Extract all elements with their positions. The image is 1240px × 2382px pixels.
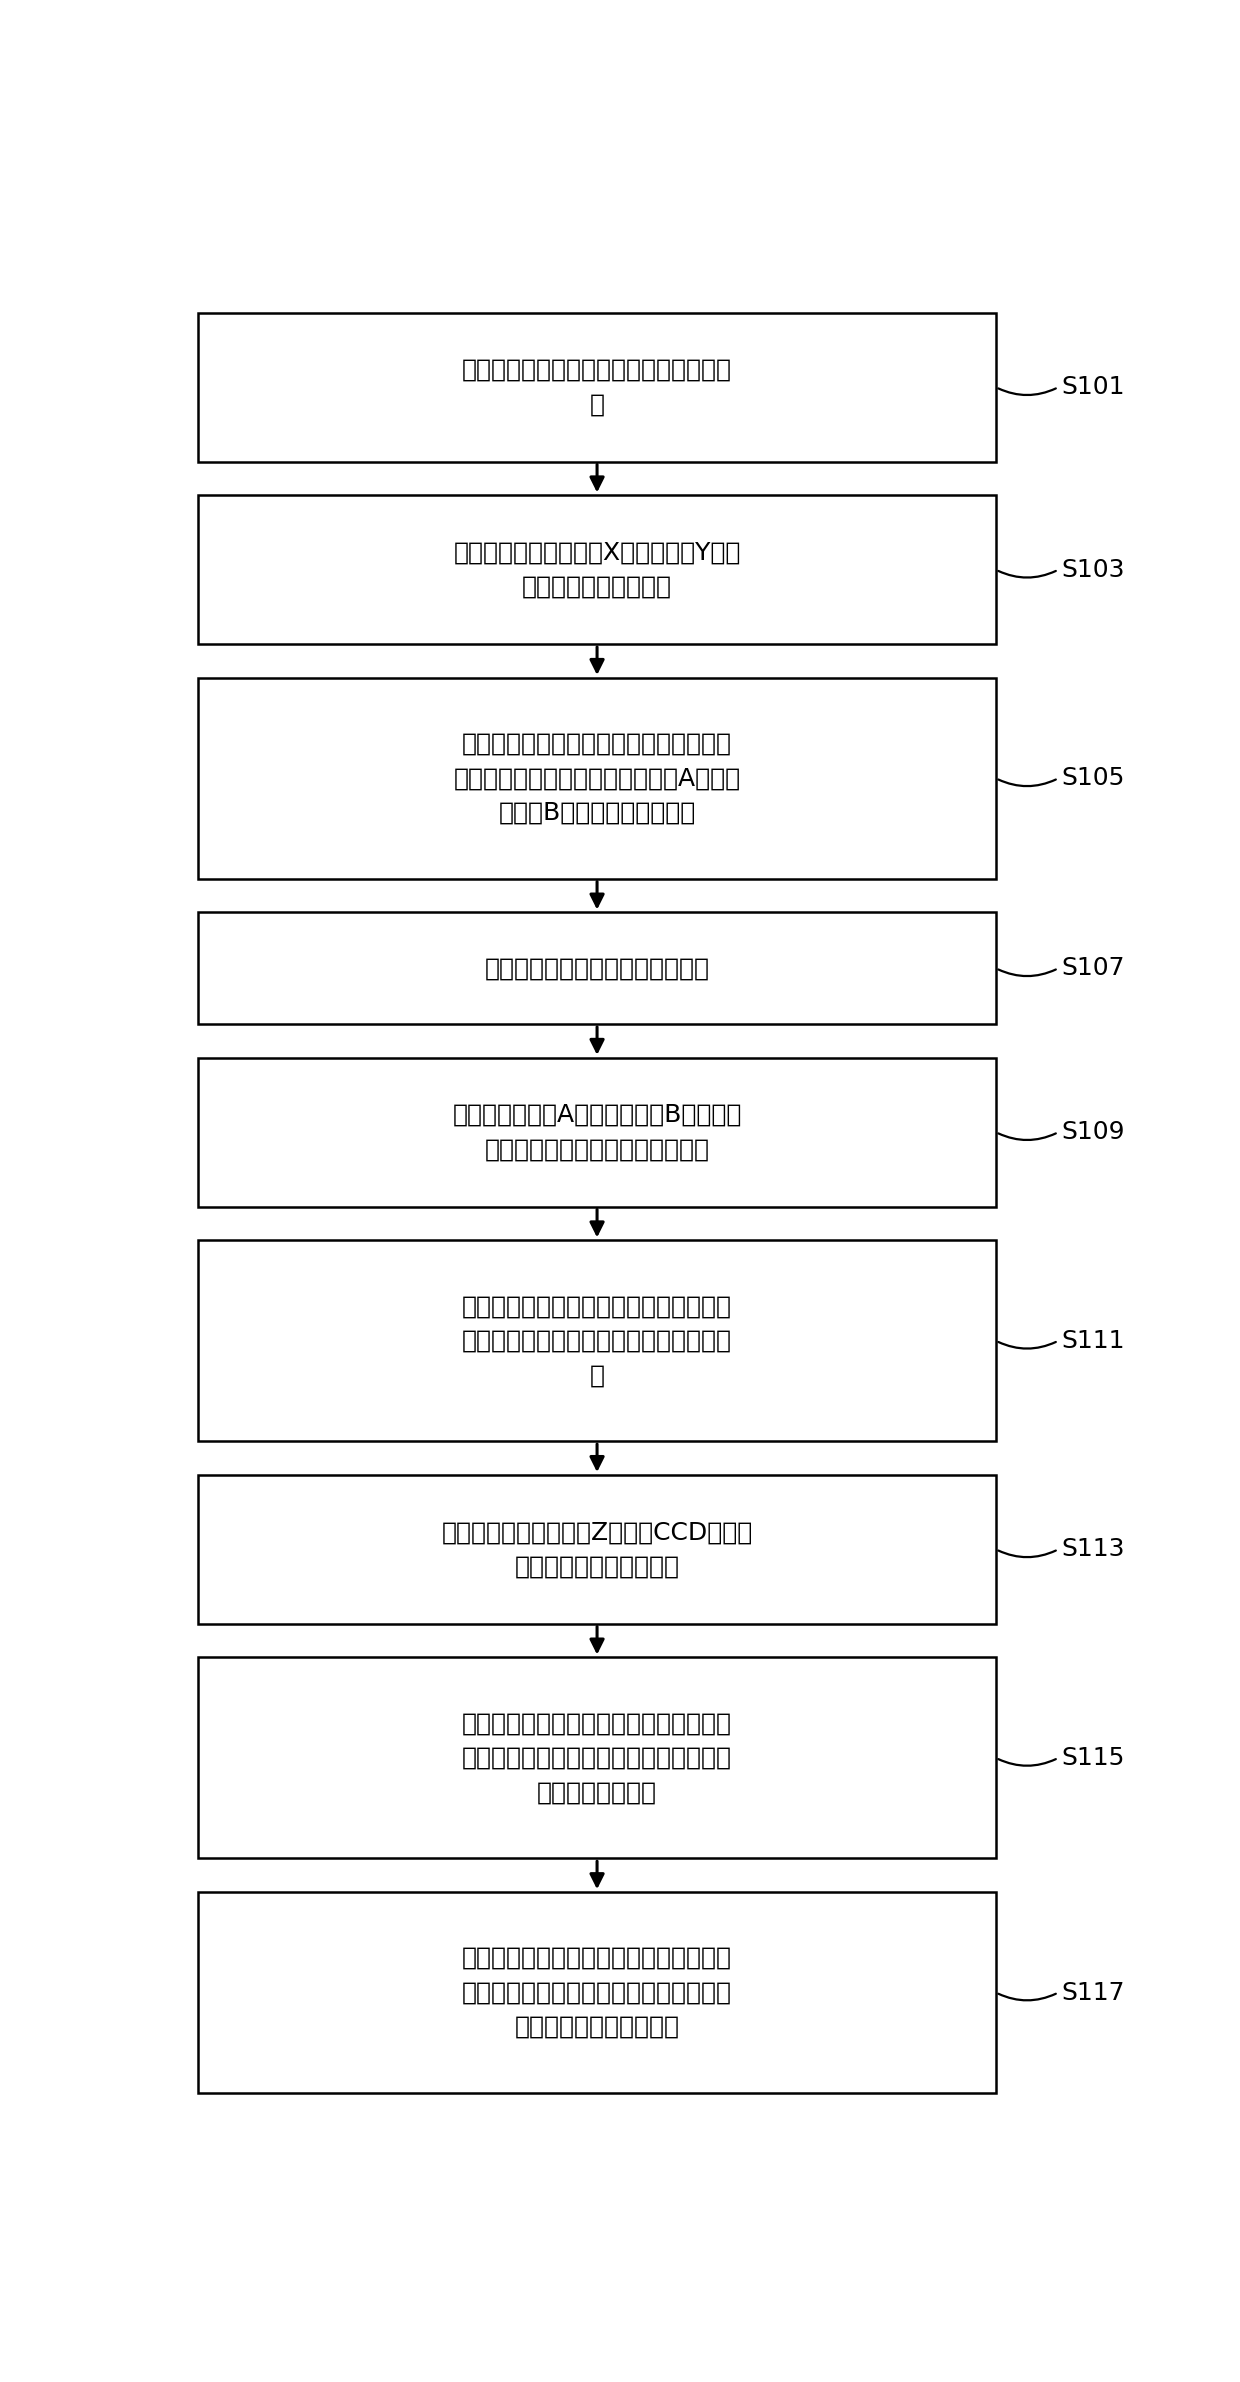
Bar: [198, 1891, 996, 2094]
Bar: [198, 1058, 996, 1208]
Bar: [198, 1658, 996, 1858]
Text: S117: S117: [1061, 1979, 1125, 2006]
Text: S101: S101: [1061, 376, 1125, 400]
Text: S103: S103: [1061, 557, 1125, 581]
Text: S105: S105: [1061, 767, 1125, 791]
Text: S107: S107: [1061, 955, 1125, 981]
Bar: [198, 312, 996, 462]
Bar: [198, 495, 996, 643]
Text: 将所述校正板放置于所述测试区域: 将所述校正板放置于所述测试区域: [485, 955, 709, 981]
Text: S111: S111: [1061, 1329, 1125, 1353]
Text: 根据每个所述测试点的坐标数据和所述旋
转角度，计算出每个所述测试点的理论坐
标: 根据每个所述测试点的坐标数据和所述旋 转角度，计算出每个所述测试点的理论坐 标: [463, 1293, 732, 1386]
Bar: [198, 1474, 996, 1625]
Text: 用自动光学检测仪测试所述测试点矩阵的
每个所述测试点相对于所述测试点A与所述
测试点B其中之一的坐标数据: 用自动光学检测仪测试所述测试点矩阵的 每个所述测试点相对于所述测试点A与所述 测…: [454, 731, 740, 824]
Text: 将每个所述测试点的所述理论坐标与所述
实际坐标进行比较，得出每个所述测试点
的绝对误差校正值: 将每个所述测试点的所述理论坐标与所述 实际坐标进行比较，得出每个所述测试点 的绝…: [463, 1713, 732, 1806]
Text: 通过所述飞针测试机的Z轴上的CCD测出每
个所述测试点的实际坐标: 通过所述飞针测试机的Z轴上的CCD测出每 个所述测试点的实际坐标: [441, 1520, 753, 1579]
Text: S109: S109: [1061, 1120, 1125, 1143]
Text: S113: S113: [1061, 1536, 1125, 1560]
Bar: [198, 912, 996, 1024]
Bar: [198, 679, 996, 879]
Text: 根据每个所述测试点的绝对误差校正值对
相应的所述测试点进行校正，以得到每个
测试点的定位精度校正值: 根据每个所述测试点的绝对误差校正值对 相应的所述测试点进行校正，以得到每个 测试…: [463, 1946, 732, 2039]
Bar: [198, 1241, 996, 1441]
Text: 设定所述测试点矩阵在X轴方向和在Y轴方
向的定位误差的允许值: 设定所述测试点矩阵在X轴方向和在Y轴方 向的定位误差的允许值: [454, 541, 740, 598]
Text: S115: S115: [1061, 1746, 1125, 1770]
Text: 根据所述飞针测试机的测试区域设计校正
板: 根据所述飞针测试机的测试区域设计校正 板: [463, 357, 732, 417]
Text: 测试所述测试点A和所述测试点B的位置信
息，以获得所述校正板的旋转角度: 测试所述测试点A和所述测试点B的位置信 息，以获得所述校正板的旋转角度: [453, 1103, 742, 1162]
